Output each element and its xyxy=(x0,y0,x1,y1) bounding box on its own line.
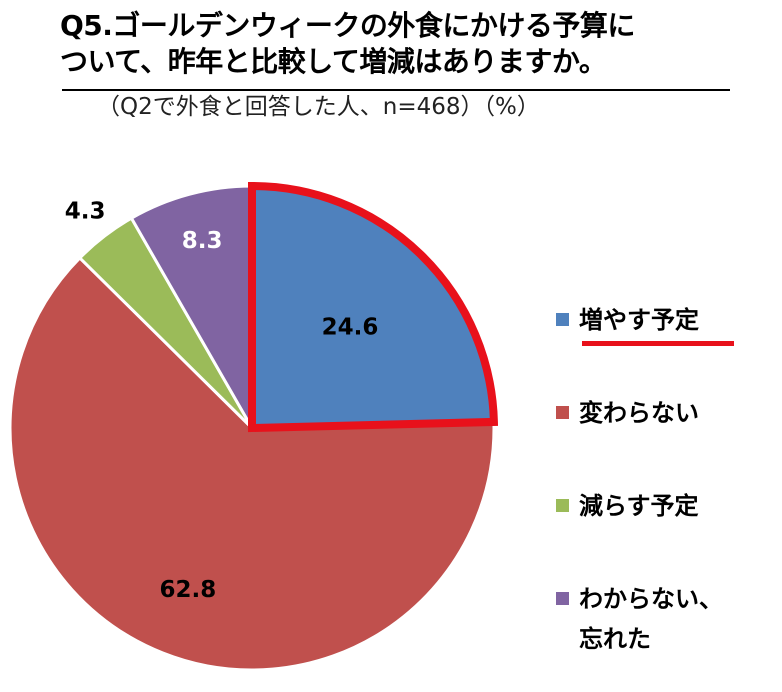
slice-highlight-outline xyxy=(248,181,499,433)
legend-label: わからない、 忘れた xyxy=(579,585,723,653)
legend-swatch xyxy=(556,499,569,512)
chart-subtitle: （Q2で外食と回答した人、n=468）（%） xyxy=(97,94,540,120)
legend-swatch xyxy=(556,313,569,326)
legend-label: 増やす予定 xyxy=(579,306,699,334)
chart-title: Q5.ゴールデンウィークの外食にかける予算に ついて、昨年と比較して増減はありま… xyxy=(60,8,730,91)
data-label-decrease: 4.3 xyxy=(65,198,106,224)
legend-label: 変わらない xyxy=(579,399,699,427)
legend-swatch xyxy=(556,592,569,605)
chart-title-line-1: Q5.ゴールデンウィークの外食にかける予算に xyxy=(60,9,635,42)
title-underline xyxy=(62,89,730,91)
legend-item-increase: 増やす予定 xyxy=(556,300,699,340)
slice-same xyxy=(8,256,496,672)
data-labels: 24.6 62.8 4.3 8.3 xyxy=(65,198,379,603)
legend-swatch xyxy=(556,406,569,419)
legend-item-unknown: わからない、 忘れた xyxy=(556,579,723,659)
legend-item-decrease: 減らす予定 xyxy=(556,486,699,526)
chart-title-line-2: ついて、昨年と比較して増減はありますか。 xyxy=(60,45,607,78)
slice-unknown xyxy=(129,184,254,430)
legend-highlight-underline xyxy=(582,341,734,346)
highlight-layer xyxy=(248,181,499,433)
legend-label: 減らす予定 xyxy=(579,492,699,520)
legend-item-same: 変わらない xyxy=(556,393,699,433)
data-label-increase: 24.6 xyxy=(322,315,379,341)
data-label-unknown: 8.3 xyxy=(182,228,223,254)
data-label-same: 62.8 xyxy=(160,577,217,603)
